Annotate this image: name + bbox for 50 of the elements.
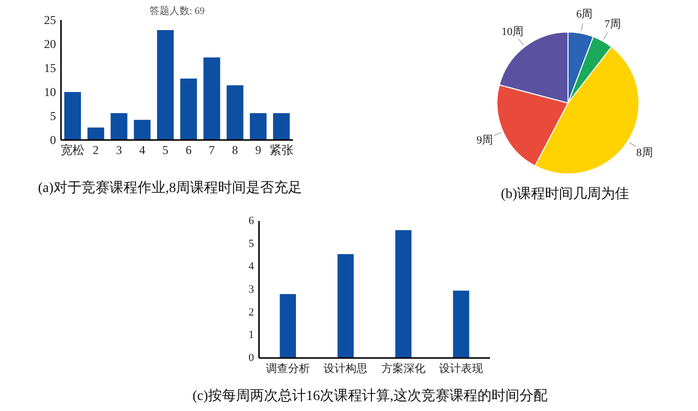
slice-label: 8周: [636, 147, 653, 160]
y-tick-label: 6: [248, 215, 254, 227]
slice-label: 7周: [604, 18, 621, 31]
x-tick-label: 设计表现: [439, 362, 484, 375]
x-tick-label: 4: [139, 143, 146, 157]
y-tick-label: 4: [248, 260, 254, 273]
x-tick-label: 设计构思: [324, 362, 368, 375]
y-tick-label: 25: [44, 13, 56, 27]
x-tick-label: 7: [208, 143, 215, 157]
x-tick-label: 方案深化: [381, 362, 426, 375]
bar: [453, 290, 470, 358]
bar: [87, 128, 104, 140]
y-tick-label: 10: [44, 85, 56, 99]
y-tick-label: 5: [248, 238, 254, 250]
x-tick-label: 2: [92, 143, 99, 157]
bar: [395, 230, 412, 358]
y-tick-label: 0: [248, 352, 254, 364]
bar: [110, 113, 128, 140]
x-tick-label: 9: [255, 143, 262, 157]
text: (a)对于竞赛课程作业,8周课程时间是否充足: [38, 180, 302, 196]
y-tick-label: 3: [248, 284, 254, 296]
bar: [64, 92, 81, 140]
slice-label: 6周: [576, 8, 593, 21]
bar: [203, 57, 220, 140]
y-tick-label: 5: [50, 109, 56, 123]
x-tick-label: 调查分析: [266, 362, 310, 375]
y-tick-label: 0: [50, 133, 56, 147]
slice-label: 10周: [501, 26, 524, 38]
x-tick-label: 宽松: [60, 143, 85, 157]
y-tick-label: 20: [44, 37, 56, 51]
x-tick-label: 3: [116, 143, 122, 157]
text: (c)按每周两次总计16次课程计算,这次竞赛课程的时间分配: [192, 388, 548, 404]
y-tick-label: 15: [44, 61, 56, 75]
bar: [273, 113, 290, 140]
bar: [157, 30, 174, 140]
bar: [180, 78, 197, 140]
chart-subtitle: 答题人数: 69: [149, 5, 205, 17]
bar: [250, 113, 267, 140]
x-tick-label: 5: [162, 143, 168, 157]
bar: [134, 120, 151, 140]
x-tick-label: 紧张: [269, 143, 294, 157]
x-tick-label: 8: [232, 143, 238, 157]
y-tick-label: 2: [248, 306, 254, 318]
y-tick-label: 1: [248, 329, 254, 342]
bar: [280, 294, 296, 358]
slice-label: 9周: [476, 134, 493, 147]
x-tick-label: 6: [186, 143, 192, 157]
bar: [226, 85, 244, 140]
bar: [338, 254, 354, 358]
text: (b)课程时间几周为佳: [500, 186, 630, 202]
